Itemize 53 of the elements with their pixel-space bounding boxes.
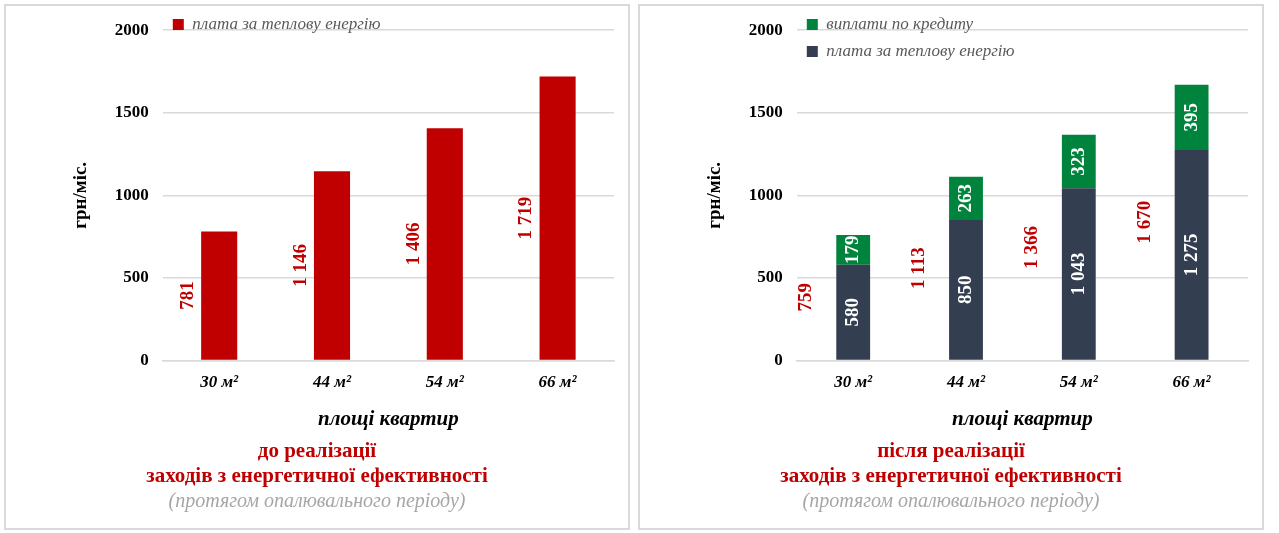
- data-label: 781: [176, 281, 198, 310]
- data-label: 263: [953, 184, 975, 213]
- bar: [1174, 149, 1209, 360]
- x-tick-label: 54 м²: [1059, 371, 1099, 391]
- y-tick-label: 500: [123, 267, 149, 287]
- x-tick-label: 66 м²: [538, 371, 578, 391]
- data-label: 1 406: [401, 222, 423, 266]
- x-tick-label: 44 м²: [946, 371, 986, 391]
- x-axis-title: площі квартир: [318, 405, 459, 430]
- y-tick-label: 1000: [748, 184, 783, 204]
- x-axis-title: площі квартир: [952, 405, 1093, 430]
- x-tick-label: 30 м²: [833, 371, 874, 391]
- bar: [201, 231, 238, 360]
- y-tick-label: 500: [757, 267, 783, 287]
- y-tick-label: 0: [774, 349, 783, 369]
- data-label: 395: [1179, 103, 1201, 132]
- total-label: 1 366: [1019, 225, 1041, 269]
- data-label: 580: [841, 297, 863, 327]
- x-tick-label: 44 м²: [312, 371, 352, 391]
- y-axis-title: грн/міс.: [69, 161, 91, 229]
- data-label: 1 146: [288, 244, 310, 287]
- x-tick-label: 66 м²: [1172, 371, 1212, 391]
- data-label: 1 043: [1066, 252, 1088, 296]
- bar: [836, 264, 871, 360]
- data-label: 179: [841, 235, 863, 265]
- total-label: 1 113: [906, 247, 928, 289]
- y-axis-title: грн/міс.: [703, 161, 725, 229]
- bar: [1061, 188, 1096, 360]
- text: (протягом опалювального періоду): [801, 488, 1101, 512]
- total-label: 759: [794, 283, 816, 312]
- text: після реалізації заходів з енергетичної ефективності: [779, 438, 1123, 488]
- legend-label: плата за теплову енергію: [826, 40, 1015, 60]
- x-tick-label: 30 м²: [199, 371, 240, 391]
- y-tick-label: 1500: [748, 102, 783, 122]
- bar: [949, 220, 983, 360]
- bar: [539, 76, 576, 360]
- data-label: 850: [953, 275, 975, 305]
- legend-label: виплати по кредиту: [826, 13, 974, 33]
- data-label: 1 275: [1179, 233, 1201, 277]
- text: (протягом опалювального періоду): [167, 488, 467, 512]
- bar: [313, 171, 351, 360]
- data-label: 1 719: [514, 196, 536, 240]
- bar: [426, 128, 463, 360]
- legend-label: плата за теплову енергію: [192, 13, 381, 33]
- y-tick-label: 2000: [748, 19, 783, 39]
- total-label: 1 670: [1132, 200, 1154, 244]
- text: до реалізації заходів з енергетичної ефективності: [145, 438, 489, 488]
- y-tick-label: 1500: [114, 102, 149, 122]
- y-tick-label: 0: [140, 349, 149, 369]
- y-tick-label: 1000: [114, 184, 149, 204]
- x-tick-label: 54 м²: [425, 371, 465, 391]
- y-tick-label: 2000: [114, 19, 149, 39]
- data-label: 323: [1066, 147, 1088, 176]
